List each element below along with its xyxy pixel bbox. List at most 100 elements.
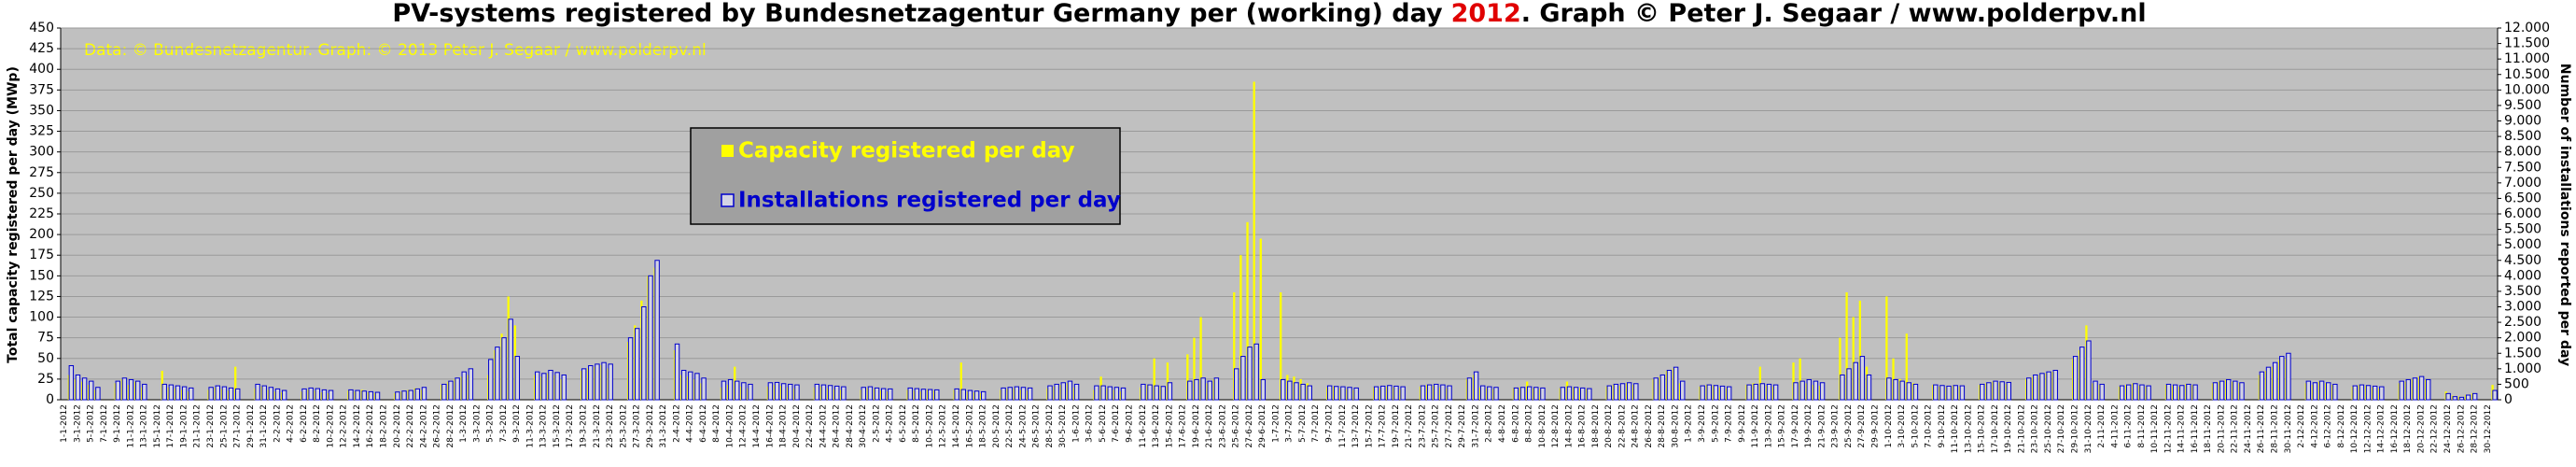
capacity-bar [1799,358,1801,400]
x-tick-label: 5-6-2012 [1099,404,1108,443]
installations-bar [980,390,987,401]
installations-bar [1353,387,1359,401]
installations-bar [208,387,214,401]
y2-tick-label: 0 [2504,392,2513,407]
capacity-bar [1199,317,1202,400]
installations-bar [1866,374,1872,401]
installations-bar [308,387,314,401]
y-tick-label: 150 [29,268,54,283]
legend-label: Capacity registered per day [738,139,1075,163]
x-tick-label: 17-6-2012 [1179,404,1188,448]
x-tick-label: 29-9-2012 [1870,404,1880,448]
x-tick-label: 23-1-2012 [206,404,216,448]
x-tick-label: 10-11-2012 [2150,404,2160,453]
x-tick-label: 1-3-2012 [459,404,469,443]
installations-bar [595,363,600,401]
installations-bar [1819,382,1826,401]
x-tick-label: 24-2-2012 [419,404,428,448]
installations-bar [1393,385,1399,401]
installations-bar [627,337,634,401]
x-tick-label: 18-2-2012 [379,404,388,448]
installations-bar [2359,384,2365,401]
installations-bar [408,389,413,401]
x-tick-label: 24-12-2012 [2443,404,2453,453]
installations-bar [2039,373,2045,401]
x-tick-label: 7-1-2012 [100,404,109,443]
installations-bar [2272,361,2278,401]
installations-bar [721,380,727,401]
installations-bar [514,356,521,401]
installations-bar [1387,385,1393,401]
x-tick-label: 29-7-2012 [1458,404,1467,448]
installations-bar [455,377,460,401]
y-tick-label: 325 [29,124,54,139]
x-tick-label: 10-12-2012 [2350,404,2359,453]
installations-bar [121,377,128,401]
installations-bar [2372,385,2378,401]
x-tick-label: 25-6-2012 [1232,404,1241,448]
installations-bar [2086,340,2092,401]
installations-bar [2259,371,2265,401]
x-tick-label: 18-8-2012 [1591,404,1601,448]
y2-tick-label: 5.500 [2504,222,2541,237]
installations-bar [315,388,321,401]
installations-bar [973,390,980,401]
x-tick-label: 21-10-2012 [2017,404,2026,453]
x-tick-label: 4-11-2012 [2110,404,2120,448]
installations-bar [2326,382,2331,401]
x-tick-label: 24-5-2012 [1018,404,1028,448]
installations-bar [1886,377,1892,401]
y2-tick-label: 7.500 [2504,160,2541,175]
x-tick-label: 12-5-2012 [939,404,948,448]
legend: Capacity registered per day Installations… [721,139,1121,213]
y2-tick-label: 11.500 [2504,36,2550,51]
installations-bar [1560,387,1566,401]
x-tick-label: 14-8-2012 [1564,404,1574,448]
installations-bar [2405,378,2412,401]
installations-bar [2458,396,2465,401]
capacity-bar [1792,362,1795,400]
x-tick-label: 20-8-2012 [1604,404,1614,448]
y2-tick-label: 10.000 [2504,82,2550,97]
installations-bar [301,388,307,401]
installations-bar [1027,387,1033,401]
x-tick-label: 23-9-2012 [1831,404,1841,448]
installations-bar [1380,385,1386,401]
installations-bar [727,378,734,401]
x-tick-label: 6-4-2012 [699,404,708,443]
installations-bar [861,387,866,401]
installations-bar [914,388,920,401]
y2-tick-label: 2.500 [2504,315,2541,330]
x-tick-label: 20-11-2012 [2217,404,2226,453]
installations-bar [1980,383,1985,401]
y-tick-label: 275 [29,165,54,180]
y2-tick-label: 8.000 [2504,145,2541,160]
installations-bar [1001,387,1006,401]
installations-bar [635,328,640,401]
x-tick-label: 17-7-2012 [1379,404,1388,448]
x-tick-label: 7-10-2012 [1925,404,1934,448]
x-tick-label: 1-9-2012 [1685,404,1694,443]
x-tick-label: 22-8-2012 [1617,404,1627,448]
installations-bar [1400,386,1406,401]
x-tick-label: 11-6-2012 [1139,404,1148,448]
installations-bar [95,387,101,401]
x-tick-label: 10-4-2012 [725,404,735,448]
y2-tick-label: 6.500 [2504,191,2541,205]
y2-tick-label: 7.000 [2504,176,2541,191]
installations-bar [1906,382,1912,401]
installations-bar [648,275,653,401]
installations-bar [1912,383,1919,401]
installations-bar [1573,387,1579,401]
installations-bar [1280,378,1286,401]
installations-bar [1633,383,1639,401]
x-tick-label: 6-11-2012 [2124,404,2134,448]
x-tick-label: 20-5-2012 [992,404,1001,448]
x-tick-label: 8-8-2012 [1525,404,1534,443]
installations-bar [1493,387,1499,401]
installations-bar [1047,385,1053,401]
y2-tick-label: 8.500 [2504,129,2541,144]
installations-bar [1067,380,1073,401]
installations-bar [1326,385,1333,401]
